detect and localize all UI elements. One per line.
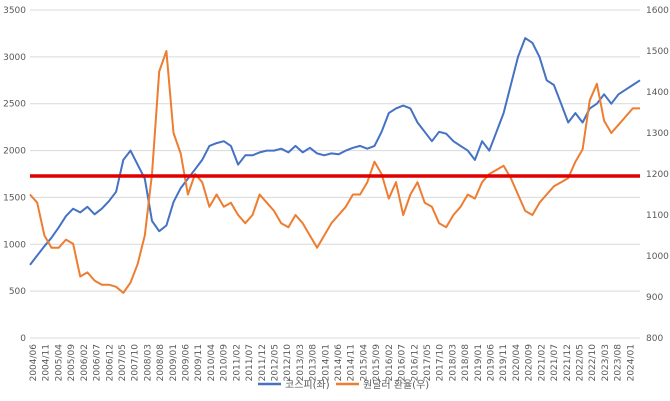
x-tick-40: 2021/02 bbox=[537, 344, 547, 381]
x-tick-32: 2017/10 bbox=[436, 344, 446, 382]
x-tick-25: 2014/11 bbox=[347, 344, 357, 381]
x-tick-47: 2024/01 bbox=[626, 344, 636, 381]
x-tick-29: 2016/07 bbox=[398, 344, 408, 381]
series-line-krw-usd bbox=[29, 50, 640, 294]
x-tick-38: 2020/04 bbox=[512, 344, 522, 382]
x-tick-36: 2019/06 bbox=[487, 344, 497, 382]
y-right-tick-0: 800 bbox=[646, 334, 663, 344]
y-right-tick-6: 1400 bbox=[646, 88, 669, 98]
y-right-tick-1: 900 bbox=[646, 293, 663, 303]
x-tick-21: 2013/03 bbox=[296, 344, 306, 381]
x-tick-46: 2023/08 bbox=[614, 344, 624, 382]
x-tick-4: 2006/02 bbox=[80, 344, 90, 381]
x-tick-23: 2014/01 bbox=[321, 344, 331, 381]
x-tick-28: 2016/02 bbox=[385, 344, 395, 381]
x-tick-16: 2011/02 bbox=[232, 344, 242, 381]
y-left-tick-2: 1000 bbox=[3, 240, 26, 250]
x-axis: 2004/06 2004/11 2005/04 2005/09 2006/02 2006/… bbox=[29, 344, 636, 382]
x-tick-2: 2005/04 bbox=[54, 344, 64, 382]
x-tick-1: 2004/11 bbox=[42, 344, 52, 381]
y-left-tick-4: 2000 bbox=[3, 147, 26, 157]
y-right-tick-7: 1500 bbox=[646, 47, 669, 57]
y-axis-right: 800 900 1000 1100 1200 1300 1400 1500 1600 bbox=[646, 6, 669, 344]
x-tick-19: 2012/05 bbox=[270, 344, 280, 381]
x-tick-33: 2018/03 bbox=[448, 344, 458, 381]
x-tick-3: 2005/09 bbox=[67, 344, 77, 382]
y-left-tick-7: 3500 bbox=[3, 6, 26, 16]
x-tick-14: 2010/04 bbox=[207, 344, 217, 382]
x-tick-12: 2009/06 bbox=[182, 344, 192, 382]
y-left-tick-1: 500 bbox=[9, 287, 26, 297]
x-tick-27: 2015/09 bbox=[372, 344, 382, 382]
x-tick-26: 2015/04 bbox=[359, 344, 369, 382]
x-tick-17: 2011/07 bbox=[245, 344, 255, 381]
y-right-tick-5: 1300 bbox=[646, 129, 669, 139]
y-right-tick-2: 1000 bbox=[646, 252, 669, 262]
x-tick-7: 2007/05 bbox=[118, 344, 128, 381]
x-tick-6: 2006/12 bbox=[105, 344, 115, 381]
x-tick-45: 2023/03 bbox=[601, 344, 611, 381]
x-tick-9: 2008/03 bbox=[143, 344, 153, 381]
x-tick-15: 2010/09 bbox=[220, 344, 230, 382]
x-tick-24: 2014/06 bbox=[334, 344, 344, 382]
gridlines bbox=[30, 9, 640, 339]
x-tick-30: 2016/12 bbox=[410, 344, 420, 381]
x-tick-18: 2011/12 bbox=[258, 344, 268, 381]
x-tick-31: 2017/05 bbox=[423, 344, 433, 381]
x-tick-44: 2022/10 bbox=[588, 344, 598, 382]
y-left-tick-6: 3000 bbox=[3, 53, 26, 63]
y-left-tick-0: 0 bbox=[20, 334, 26, 344]
x-tick-34: 2018/08 bbox=[461, 344, 471, 382]
y-right-tick-4: 1200 bbox=[646, 170, 669, 180]
x-tick-41: 2021/07 bbox=[550, 344, 560, 381]
series-line-kospi bbox=[29, 37, 641, 266]
x-tick-8: 2007/10 bbox=[131, 344, 141, 382]
x-tick-22: 2013/08 bbox=[309, 344, 319, 382]
x-tick-0: 2004/06 bbox=[29, 344, 39, 382]
x-tick-11: 2009/01 bbox=[169, 344, 179, 381]
x-tick-20: 2012/10 bbox=[283, 344, 293, 382]
x-tick-35: 2019/01 bbox=[474, 344, 484, 381]
y-right-tick-3: 1100 bbox=[646, 211, 669, 221]
x-tick-5: 2006/07 bbox=[93, 344, 103, 381]
y-left-tick-5: 2500 bbox=[3, 100, 26, 110]
x-tick-13: 2009/11 bbox=[194, 344, 204, 381]
x-tick-37: 2019/11 bbox=[499, 344, 509, 381]
x-tick-39: 2020/09 bbox=[525, 344, 535, 382]
legend-label-krw-usd: 원달러 환율(우) bbox=[363, 379, 429, 391]
legend-label-kospi: 코스피(좌) bbox=[285, 379, 330, 391]
y-axis-left: 0 500 1000 1500 2000 2500 3000 3500 bbox=[3, 6, 26, 344]
legend: 코스피(좌) 원달러 환율(우) bbox=[258, 379, 429, 391]
y-right-tick-8: 1600 bbox=[646, 6, 669, 16]
series-lines bbox=[29, 37, 641, 294]
x-tick-43: 2022/05 bbox=[575, 344, 585, 381]
x-tick-10: 2008/08 bbox=[156, 344, 166, 382]
y-left-tick-3: 1500 bbox=[3, 193, 26, 203]
x-tick-42: 2021/12 bbox=[563, 344, 573, 381]
